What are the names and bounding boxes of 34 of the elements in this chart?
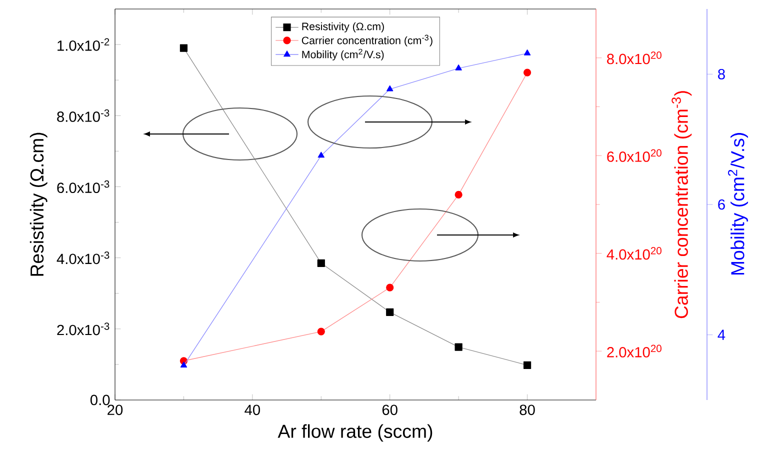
x-tick-label: 20 (108, 404, 123, 416)
point (386, 85, 394, 92)
point (318, 152, 324, 158)
legend-label: Resistivity (Ω.cm) (302, 22, 384, 32)
point (180, 362, 188, 368)
y2-tick-label: 2.0x10$^{20}$ (607, 344, 662, 358)
x-tick-label: 40 (244, 404, 260, 416)
y-tick-label: 4.0x10$^{-3}$ (56, 252, 110, 264)
point (523, 361, 532, 369)
point (454, 343, 462, 351)
y2-tick-label: 8.0x10$^{20}$ (607, 52, 662, 64)
point (180, 44, 188, 52)
y3-tick-label: 4 (718, 330, 726, 340)
y-tick-label: 1.0x10$^{-2}$ (58, 38, 110, 51)
legend-label: Mobility (cm$^{2}$/V.s) (302, 48, 384, 60)
point (317, 259, 325, 267)
y2-tick-label: 6.0x10$^{20}$ (607, 149, 662, 162)
y-tick-label: 0.0 (90, 394, 110, 406)
y-tick-label: 8.0x10$^{-3}$ (57, 109, 110, 122)
legend-label: Carrier concentration (cm$^{-3}$) (302, 34, 432, 46)
y-tick-label: 6.0x10$^{-3}$ (57, 180, 110, 194)
x-axis-title: Ar flow rate (sccm) (278, 424, 432, 442)
y2-tick-label: 4.0x10$^{20}$ (606, 247, 662, 260)
x-tick-label: 60 (382, 404, 398, 416)
point (386, 308, 394, 316)
y2-axis-title: Carrier concentration (cm$^{-3}$) (672, 91, 692, 318)
y3-tick-label: 6 (718, 199, 725, 210)
y-tick-label: 2.0x10$^{-3}$ (57, 322, 110, 336)
y-axis-title: Resistivity (Ω.cm) (30, 132, 48, 276)
point (524, 50, 531, 56)
point (455, 64, 462, 70)
x-tick-label: 80 (520, 404, 535, 416)
y3-tick-label: 8 (718, 68, 725, 80)
y3-axis-title: Mobility (cm$^{2}$/V.s) (728, 133, 748, 275)
